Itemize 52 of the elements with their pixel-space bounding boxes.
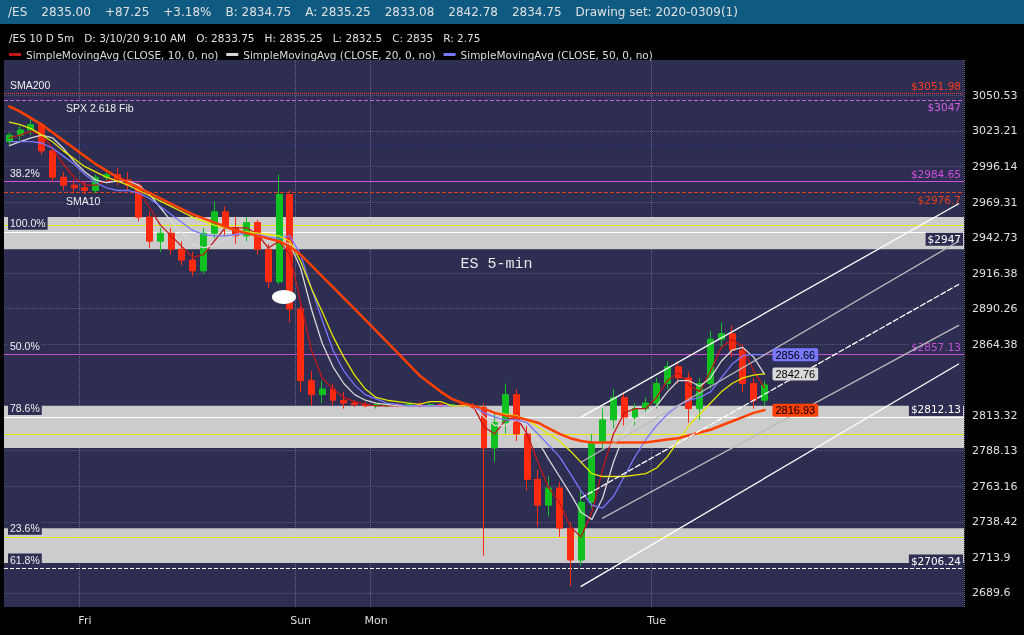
annotation: SMA200 <box>10 79 51 92</box>
y-tick-label: 2788.13 <box>972 444 1018 458</box>
legend-label: SimpleMovingAvg (CLOSE, 10, 0, no) <box>26 48 219 61</box>
x-tick-label: Fri <box>78 614 92 627</box>
text: 2842.78 <box>448 5 498 19</box>
annotation: 50.0% <box>10 339 40 352</box>
text: /ES <box>8 5 28 19</box>
data-label: 2856.66 <box>775 348 816 361</box>
y-tick-label: 2916.38 <box>972 266 1018 280</box>
ref-line-label: $2947 <box>927 233 961 246</box>
ref-line-label: $2812.13 <box>910 403 961 416</box>
y-tick-label: 2890.26 <box>972 302 1018 316</box>
x-tick-label: Sun <box>290 614 312 627</box>
chart-subtitle: /ES 10 D 5m D: 3/10/20 9:10 AM O: 2833.75 H: 2835.25 L: 2832.5 C: 2835 R: 2.75 <box>9 31 481 44</box>
annotation: SPX 2.618 Fib <box>66 102 134 115</box>
y-tick-label: 3050.53 <box>972 88 1018 102</box>
text: 2835.00 <box>41 5 91 19</box>
y-tick-label: 3023.21 <box>972 124 1018 138</box>
text: ES 5-min <box>460 256 533 273</box>
data-label: 2842.76 <box>775 368 816 381</box>
y-tick-label: 2942.73 <box>972 231 1018 245</box>
annotation: SMA10 <box>66 194 101 207</box>
text: +3.18% <box>163 5 212 19</box>
text: B: 2834.75 <box>225 5 292 19</box>
x-tick-label: Mon <box>364 614 388 627</box>
text: 2834.75 <box>511 5 562 19</box>
y-tick-label: 2713.9 <box>972 550 1011 564</box>
y-tick-label: 2864.38 <box>972 337 1018 351</box>
y-tick-label: 2996.14 <box>972 159 1018 173</box>
y-tick-label: 2969.31 <box>972 195 1018 209</box>
data-label: 2816.93 <box>775 404 816 417</box>
y-tick-label: 2689.6 <box>972 586 1011 600</box>
annotation: 78.6% <box>10 402 40 415</box>
text: A: 2835.25 <box>305 5 371 19</box>
y-tick-label: 2813.32 <box>972 408 1018 422</box>
y-tick-label: 2738.42 <box>972 515 1018 529</box>
annotation: 61.8% <box>10 554 40 567</box>
annotation: 100.0% <box>10 217 46 230</box>
legend-label: SimpleMovingAvg (CLOSE, 50, 0, no) <box>460 48 653 61</box>
ref-line-label: $3047 <box>927 101 961 114</box>
text: 2833.08 <box>384 5 435 19</box>
ref-line-label: $2976.7 <box>917 193 961 206</box>
text: Drawing set: 2020-0309(1) <box>575 5 738 19</box>
y-tick-label: 2763.16 <box>972 479 1018 493</box>
ref-line-label: $2706.24 <box>910 555 962 568</box>
x-tick-label: Tue <box>646 614 667 627</box>
annotation: 38.2% <box>10 167 40 180</box>
ref-line-label: $2984.65 <box>910 168 961 181</box>
ref-line-label: $3051.98 <box>910 80 961 93</box>
annotation: 23.6% <box>10 522 40 535</box>
legend-label: SimpleMovingAvg (CLOSE, 20, 0, no) <box>243 48 436 61</box>
text: +87.25 <box>104 5 150 19</box>
